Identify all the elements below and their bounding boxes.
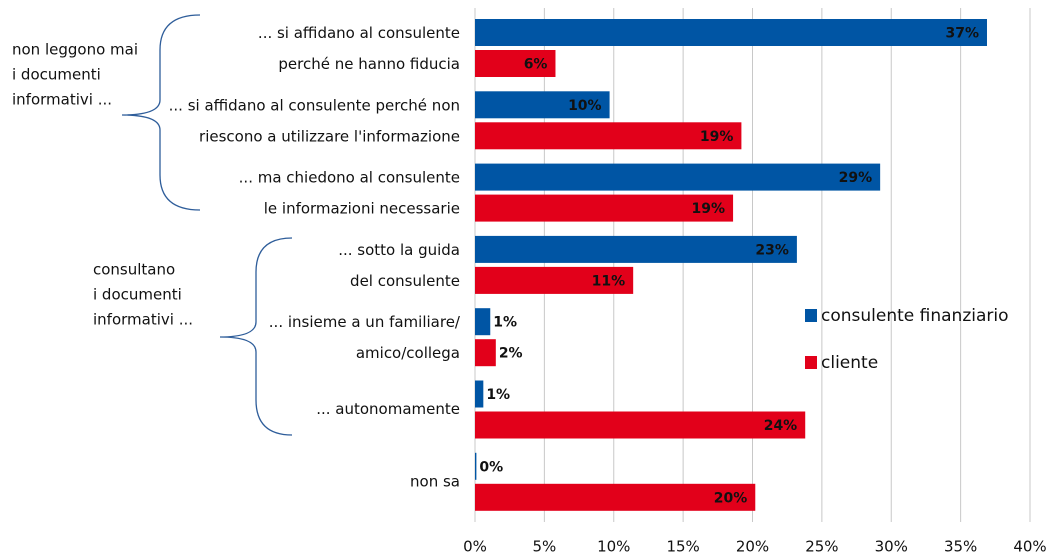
data-label: 6%	[524, 57, 548, 73]
category-label: ... sotto la guida	[338, 241, 460, 259]
bar	[475, 50, 556, 77]
data-label: 24%	[764, 418, 798, 434]
category-label: non sa	[410, 472, 460, 490]
data-label: 37%	[945, 26, 979, 42]
x-tick-label: 30%	[875, 538, 908, 555]
legend-swatch	[805, 356, 817, 369]
bar	[475, 266, 634, 294]
data-label: 20%	[714, 490, 748, 506]
data-label: 19%	[700, 129, 734, 145]
data-label: 2%	[499, 346, 523, 362]
bar	[475, 452, 477, 480]
category-label: ... ma chiedono al consulente	[239, 169, 460, 187]
x-tick-label: 15%	[666, 538, 699, 555]
data-label: 29%	[839, 170, 873, 186]
bar	[475, 235, 797, 263]
bar	[475, 339, 496, 367]
brace	[219, 237, 293, 436]
data-label: 11%	[592, 273, 626, 289]
data-label: 1%	[493, 315, 517, 331]
annotation: informativi ...	[12, 91, 112, 109]
category-label: ... autonomamente	[316, 400, 460, 418]
category-label: del consulente	[350, 272, 460, 290]
x-tick-label: 10%	[597, 538, 630, 555]
data-label: 1%	[486, 387, 510, 403]
bar	[475, 483, 756, 511]
bar	[475, 91, 610, 119]
category-label: ... insieme a un familiare/	[269, 313, 461, 331]
bar	[475, 163, 881, 191]
bar	[475, 411, 806, 439]
category-label: riescono a utilizzare l'informazione	[199, 127, 460, 145]
category-label: le informazioni necessarie	[264, 200, 460, 218]
category-label: ... si affidano al consulente	[258, 24, 460, 42]
bar	[475, 308, 491, 336]
x-tick-label: 5%	[532, 538, 556, 555]
data-label: 19%	[692, 201, 726, 217]
annotation: consultano	[93, 261, 175, 279]
annotation: non leggono mai	[12, 41, 138, 59]
data-label: 0%	[479, 459, 503, 475]
bar	[475, 122, 742, 150]
bar	[475, 194, 734, 222]
bar	[475, 19, 987, 46]
annotation: informativi ...	[93, 311, 193, 329]
x-tick-label: 40%	[1013, 538, 1046, 555]
x-tick-label: 25%	[805, 538, 838, 555]
data-label: 10%	[568, 98, 602, 114]
legend-label: cliente	[821, 353, 878, 373]
data-label: 23%	[755, 242, 789, 258]
x-tick-label: 0%	[463, 538, 487, 555]
x-tick-label: 35%	[944, 538, 977, 555]
category-label: perché ne hanno fiducia	[278, 55, 460, 73]
annotation: i documenti	[93, 286, 182, 304]
legend-swatch	[805, 309, 817, 322]
annotation: i documenti	[12, 66, 101, 84]
brace	[121, 14, 201, 211]
category-label: ... si affidano al consulente perché non	[169, 96, 460, 114]
category-label: amico/collega	[356, 344, 460, 362]
bar	[475, 380, 484, 408]
legend-label: consulente finanziario	[821, 306, 1009, 326]
x-tick-label: 20%	[736, 538, 769, 555]
